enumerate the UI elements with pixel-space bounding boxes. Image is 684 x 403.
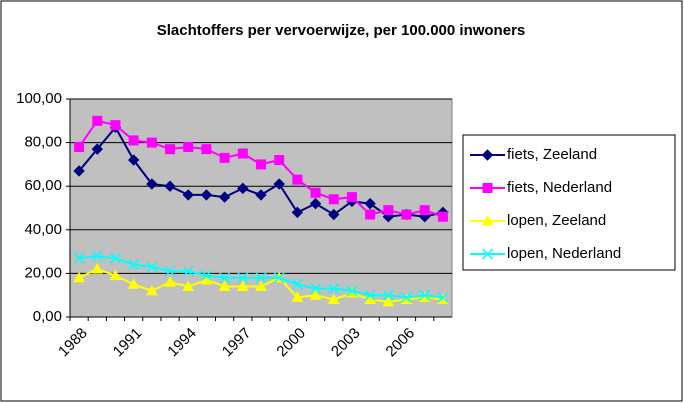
data-point (91, 143, 103, 155)
y-tick-label: 20,00 (24, 264, 62, 281)
data-point (91, 250, 103, 262)
data-point (165, 144, 176, 155)
data-point (346, 285, 358, 297)
data-point (127, 278, 140, 289)
data-point (255, 280, 267, 291)
data-point (146, 284, 158, 296)
data-point (328, 194, 339, 205)
data-point (364, 289, 376, 301)
data-point (327, 293, 340, 305)
legend-marker (481, 149, 494, 161)
data-point (164, 180, 176, 192)
legend-marker (482, 183, 493, 193)
data-point (109, 252, 122, 264)
data-point (200, 270, 212, 282)
data-point (291, 291, 304, 302)
data-point (182, 280, 195, 291)
data-point (328, 283, 340, 295)
data-point (437, 291, 449, 303)
data-point (218, 280, 231, 291)
data-point (274, 155, 285, 166)
y-tick-label: 100,00 (16, 90, 62, 107)
data-point (74, 141, 85, 152)
data-point (310, 283, 322, 295)
data-point (182, 265, 194, 277)
data-point (201, 144, 212, 155)
data-point (146, 178, 158, 190)
data-point (200, 189, 213, 201)
data-point (73, 165, 85, 177)
data-point (164, 276, 176, 287)
legend-label: lopen, Zeeland (507, 212, 606, 229)
data-point (183, 141, 194, 152)
legend-label: fiets, Zeeland (507, 146, 597, 163)
data-point (273, 178, 285, 190)
data-point (91, 263, 104, 274)
data-point (419, 289, 431, 301)
data-point (219, 272, 231, 284)
data-point (200, 273, 213, 285)
data-point (236, 280, 249, 291)
data-point (128, 259, 140, 271)
data-point (292, 174, 303, 185)
data-point (219, 152, 230, 163)
data-point (291, 278, 303, 290)
data-point (383, 205, 394, 216)
chart-title: Slachtoffers per vervoerwijze, per 100.0… (157, 22, 526, 39)
data-point (109, 269, 122, 281)
data-point (237, 148, 248, 159)
data-point (237, 182, 249, 195)
data-point (328, 208, 340, 221)
y-tick-label: 0,00 (33, 308, 62, 325)
data-point (127, 154, 140, 166)
data-point (110, 120, 121, 131)
data-point (182, 189, 194, 201)
legend-label: lopen, Nederland (507, 245, 621, 262)
data-point (400, 291, 413, 303)
legend-marker (481, 248, 494, 260)
data-point (237, 272, 249, 284)
data-point (364, 197, 376, 210)
data-point (73, 271, 85, 283)
data-point (146, 261, 158, 273)
data-point (146, 137, 157, 148)
y-tick-label: 60,00 (24, 177, 62, 194)
data-point (164, 265, 176, 277)
data-point (218, 191, 231, 203)
data-point (255, 272, 267, 284)
data-point (73, 252, 85, 264)
data-point (291, 206, 304, 219)
data-point (273, 272, 285, 284)
data-point (346, 192, 357, 203)
legend-label: fiets, Nederland (507, 179, 612, 196)
data-point (382, 289, 394, 301)
data-point (309, 197, 322, 210)
data-point (365, 209, 376, 220)
data-point (437, 211, 448, 222)
data-point (92, 115, 103, 126)
data-point (309, 289, 322, 300)
data-point (310, 187, 321, 198)
legend-marker (481, 214, 494, 226)
data-point (255, 189, 267, 201)
data-point (401, 209, 412, 220)
y-tick-label: 80,00 (24, 134, 62, 151)
legend-box (462, 134, 676, 271)
y-tick-label: 40,00 (24, 221, 62, 238)
data-point (419, 205, 430, 216)
data-point (364, 293, 376, 305)
data-point (256, 159, 266, 170)
data-point (128, 135, 139, 146)
data-point (382, 295, 395, 307)
